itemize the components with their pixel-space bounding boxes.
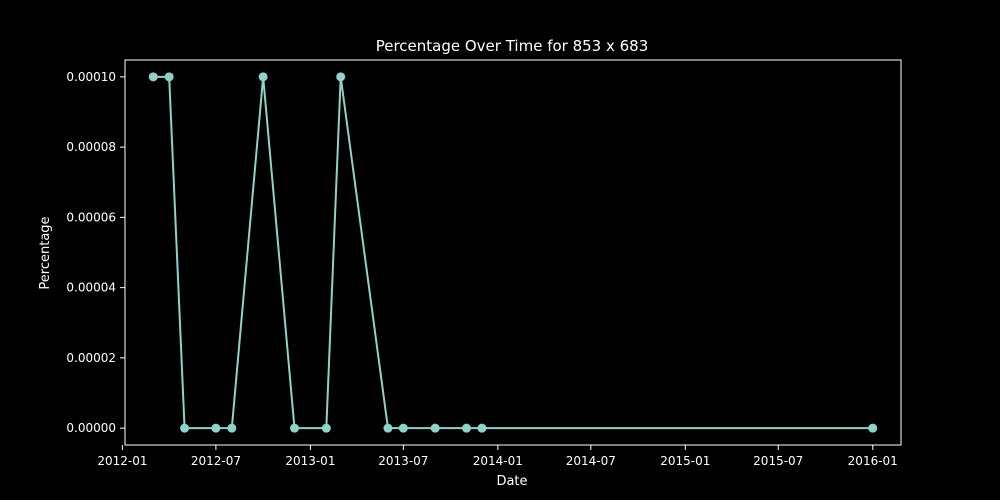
- series-layer: [148, 72, 878, 433]
- x-tick-label: 2015-01: [660, 454, 710, 468]
- data-point: [430, 423, 440, 433]
- data-point: [164, 72, 174, 82]
- data-point: [336, 72, 346, 82]
- data-point: [258, 72, 268, 82]
- x-tick-label: 2014-07: [566, 454, 616, 468]
- data-point: [180, 423, 190, 433]
- x-tick-label: 2015-07: [753, 454, 803, 468]
- data-point: [868, 423, 878, 433]
- data-point: [398, 423, 408, 433]
- x-axis-label: Date: [496, 474, 527, 489]
- data-point: [477, 423, 487, 433]
- data-point: [383, 423, 393, 433]
- y-axis-label: Percentage: [38, 216, 53, 289]
- x-tick-label: 2013-07: [378, 454, 428, 468]
- x-tick-label: 2013-01: [285, 454, 335, 468]
- x-axis: 2012-01 2012-07 2013-01 2013-07 2014-01 2014-…: [97, 445, 898, 468]
- x-tick-label: 2014-01: [473, 454, 523, 468]
- y-tick-label: 0.00006: [66, 210, 116, 224]
- x-tick-label: 2012-01: [97, 454, 147, 468]
- y-tick-label: 0.00004: [66, 281, 116, 295]
- data-point: [321, 423, 331, 433]
- chart-title: Percentage Over Time for 853 x 683: [376, 37, 649, 55]
- y-axis: 0.00000 0.00002 0.00004 0.00006 0.00008 0.000…: [66, 70, 125, 435]
- data-point: [462, 423, 472, 433]
- data-point: [148, 72, 158, 82]
- data-point: [211, 423, 221, 433]
- y-tick-label: 0.00008: [66, 140, 116, 154]
- y-tick-label: 0.00002: [66, 351, 116, 365]
- data-point: [289, 423, 299, 433]
- x-tick-label: 2012-07: [191, 454, 241, 468]
- y-tick-label: 0.00010: [66, 70, 116, 84]
- y-tick-label: 0.00000: [66, 421, 116, 435]
- data-point: [227, 423, 237, 433]
- series-line: [153, 75, 873, 430]
- plot-area-frame: [124, 59, 902, 446]
- x-tick-label: 2016-01: [848, 454, 898, 468]
